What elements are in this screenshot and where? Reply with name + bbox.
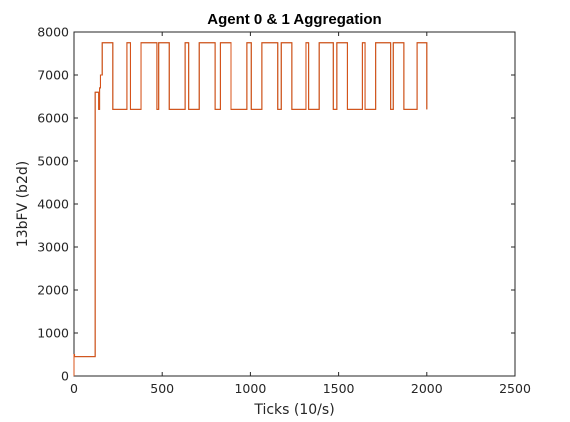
y-tick-label: 3000 (37, 240, 69, 255)
plot-area (74, 32, 515, 376)
y-tick-label: 2000 (37, 283, 69, 298)
x-tick-label: 2500 (499, 381, 531, 396)
y-tick-label: 5000 (37, 154, 69, 169)
y-tick-label: 1000 (37, 326, 69, 341)
x-tick-label: 2000 (411, 381, 443, 396)
x-axis-label: Ticks (10/s) (253, 402, 334, 418)
y-tick-label: 7000 (37, 68, 69, 83)
x-tick-label: 1500 (323, 381, 355, 396)
x-tick-label: 1000 (234, 381, 266, 396)
y-tick-label: 8000 (37, 25, 69, 40)
x-tick-label: 500 (150, 381, 174, 396)
y-tick-label: 6000 (37, 111, 69, 126)
y-tick-label: 0 (61, 369, 69, 384)
chart-title: Agent 0 & 1 Aggregation (207, 11, 381, 28)
x-tick-label: 0 (70, 381, 78, 396)
y-tick-label: 4000 (37, 197, 69, 212)
y-axis-label: 13bFV (b2d) (15, 161, 31, 247)
